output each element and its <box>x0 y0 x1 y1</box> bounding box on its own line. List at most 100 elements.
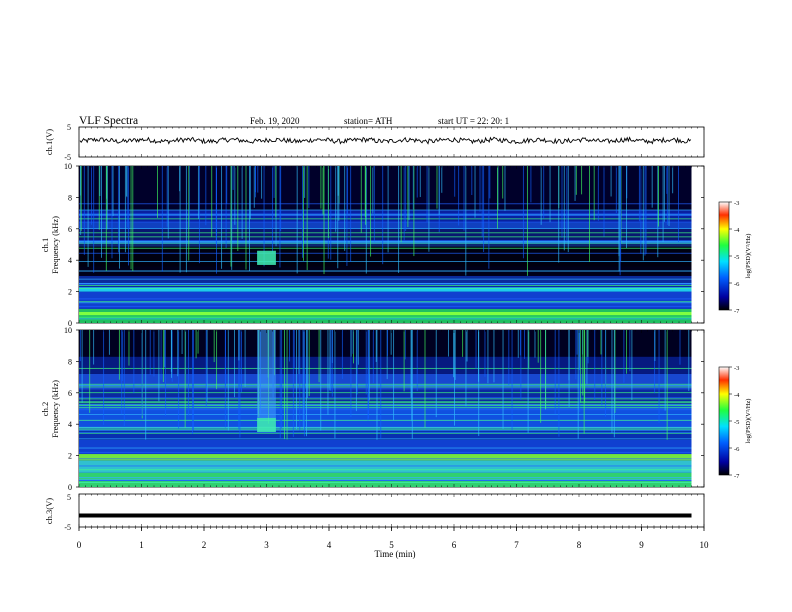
y-tick-label: 8 <box>68 357 72 366</box>
x-axis-label: Time (min) <box>375 549 416 559</box>
y-tick-label: 8 <box>68 193 72 202</box>
spectro-line <box>79 285 692 286</box>
spectro-band <box>79 244 692 267</box>
sferic-streak <box>225 166 227 249</box>
sferic-streak <box>213 330 215 363</box>
sferic-streak <box>558 166 560 263</box>
sferic-streak <box>318 330 320 383</box>
sferic-streak <box>663 166 665 222</box>
spectro-line <box>79 432 692 434</box>
sferic-streak <box>227 330 229 431</box>
spectro-line <box>79 427 692 429</box>
spectro-line <box>79 414 692 415</box>
sferic-streak <box>575 330 577 380</box>
figure-title: VLF Spectra <box>79 115 138 127</box>
sferic-streak <box>171 330 173 382</box>
spectro-line <box>79 409 692 411</box>
sferic-streak <box>522 166 524 259</box>
spectro-line <box>79 398 692 400</box>
spectro-line <box>79 241 692 242</box>
y-tick-label: 2 <box>68 288 72 297</box>
sferic-streak <box>119 166 120 269</box>
sferic-streak <box>352 330 354 354</box>
sferic-streak <box>428 166 430 252</box>
sferic-streak <box>474 166 476 218</box>
sferic-streak <box>80 166 82 196</box>
sferic-streak <box>308 330 310 397</box>
sferic-streak <box>195 330 197 359</box>
sferic-streak <box>465 330 467 407</box>
sferic-streak <box>581 166 583 195</box>
x-tick-label: 6 <box>452 540 457 550</box>
spectro-line <box>79 426 692 428</box>
sferic-streak <box>545 330 547 409</box>
sferic-streak <box>502 166 504 199</box>
sferic-streak <box>80 166 82 231</box>
spectro-line <box>79 302 692 304</box>
spectro-line <box>79 228 692 229</box>
sferic-streak <box>657 166 659 258</box>
sferic-streak <box>81 330 83 403</box>
sferic-streak <box>149 330 151 376</box>
spectro-line <box>79 447 692 449</box>
sferic-streak <box>231 166 233 270</box>
sferic-streak <box>584 330 586 403</box>
sferic-streak <box>99 166 101 196</box>
sferic-streak <box>614 330 616 413</box>
sferic-streak <box>108 330 110 355</box>
sferic-streak <box>658 166 659 227</box>
sferic-streak <box>387 166 389 253</box>
sferic-streak <box>273 166 275 198</box>
sferic-streak <box>257 166 259 193</box>
sferic-streak <box>416 166 418 198</box>
sferic-streak <box>462 330 464 357</box>
sferic-streak <box>380 330 382 439</box>
sferic-streak <box>475 330 477 370</box>
spectro-band <box>79 312 692 316</box>
sferic-streak <box>370 166 372 257</box>
start-time-label: start UT = 22: 20: 1 <box>438 116 509 126</box>
spectro-line <box>79 451 692 453</box>
sferic-streak <box>123 330 125 427</box>
spectro-line <box>79 278 692 280</box>
sferic-streak <box>481 166 483 237</box>
sferic-streak <box>600 330 602 355</box>
sferic-streak <box>672 166 674 194</box>
sferic-streak <box>238 330 240 430</box>
spectro-line <box>79 241 692 243</box>
sferic-streak <box>519 330 521 356</box>
ch3-waveform-line <box>79 513 692 518</box>
sferic-streak <box>303 330 305 437</box>
sferic-streak <box>579 330 581 413</box>
sferic-streak <box>232 166 234 190</box>
sferic-streak <box>511 330 513 430</box>
sferic-streak <box>577 330 579 439</box>
sferic-streak <box>188 166 190 227</box>
sferic-streak <box>346 166 348 266</box>
sferic-streak <box>638 166 640 222</box>
sferic-streak <box>181 330 183 354</box>
sferic-streak <box>160 330 162 380</box>
sferic-streak <box>517 330 519 358</box>
sferic-streak <box>654 330 656 362</box>
spectro-line <box>79 301 692 303</box>
sferic-streak <box>575 166 577 195</box>
colorbar-tick-label: -6 <box>734 281 740 288</box>
sferic-streak <box>489 166 491 199</box>
sferic-streak <box>239 330 241 438</box>
sferic-streak <box>658 330 660 423</box>
sferic-streak <box>344 166 346 251</box>
sferic-streak <box>497 166 498 229</box>
sferic-streak <box>124 166 126 253</box>
sferic-streak <box>603 166 605 237</box>
sferic-streak <box>93 330 95 365</box>
spectro-line <box>79 247 692 249</box>
sferic-streak <box>554 330 556 415</box>
sferic-streak <box>488 166 490 269</box>
sferic-streak <box>372 330 374 384</box>
spectro-line <box>79 367 692 369</box>
sferic-streak <box>298 330 300 375</box>
sferic-streak <box>334 330 336 439</box>
sferic-streak <box>166 166 168 227</box>
sferic-streak <box>323 166 325 275</box>
